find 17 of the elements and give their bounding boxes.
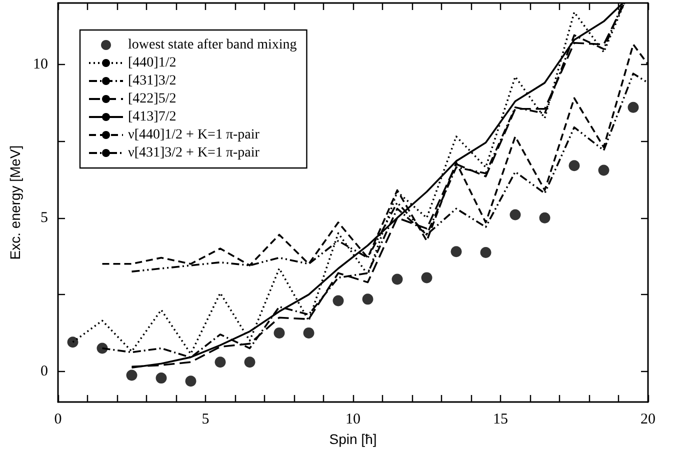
x-tick-label: 15 [493, 412, 508, 428]
legend-label: [440]1/2 [128, 56, 176, 70]
x-tick-label: 5 [202, 412, 210, 428]
x-axis-title: Spin [ħ] [329, 431, 377, 447]
x-tick-label: 20 [640, 412, 656, 428]
legend-label: [413]7/2 [128, 110, 176, 124]
y-axis-title: Exc. energy [MeV] [7, 145, 23, 260]
y-tick-label: 5 [40, 210, 48, 226]
legend-label: lowest state after band mixing [128, 38, 297, 52]
y-tick-label: 10 [33, 56, 48, 72]
legend-label: [431]3/2 [128, 74, 176, 88]
legend-label: [422]5/2 [128, 92, 176, 106]
y-tick-label: 0 [40, 363, 48, 380]
legend-label: ν[431]3/2 + K=1 π-pair [128, 146, 260, 160]
legend-label: ν[440]1/2 + K=1 π-pair [128, 128, 260, 142]
x-tick-label: 10 [346, 412, 360, 428]
x-tick-label: 0 [54, 412, 62, 428]
